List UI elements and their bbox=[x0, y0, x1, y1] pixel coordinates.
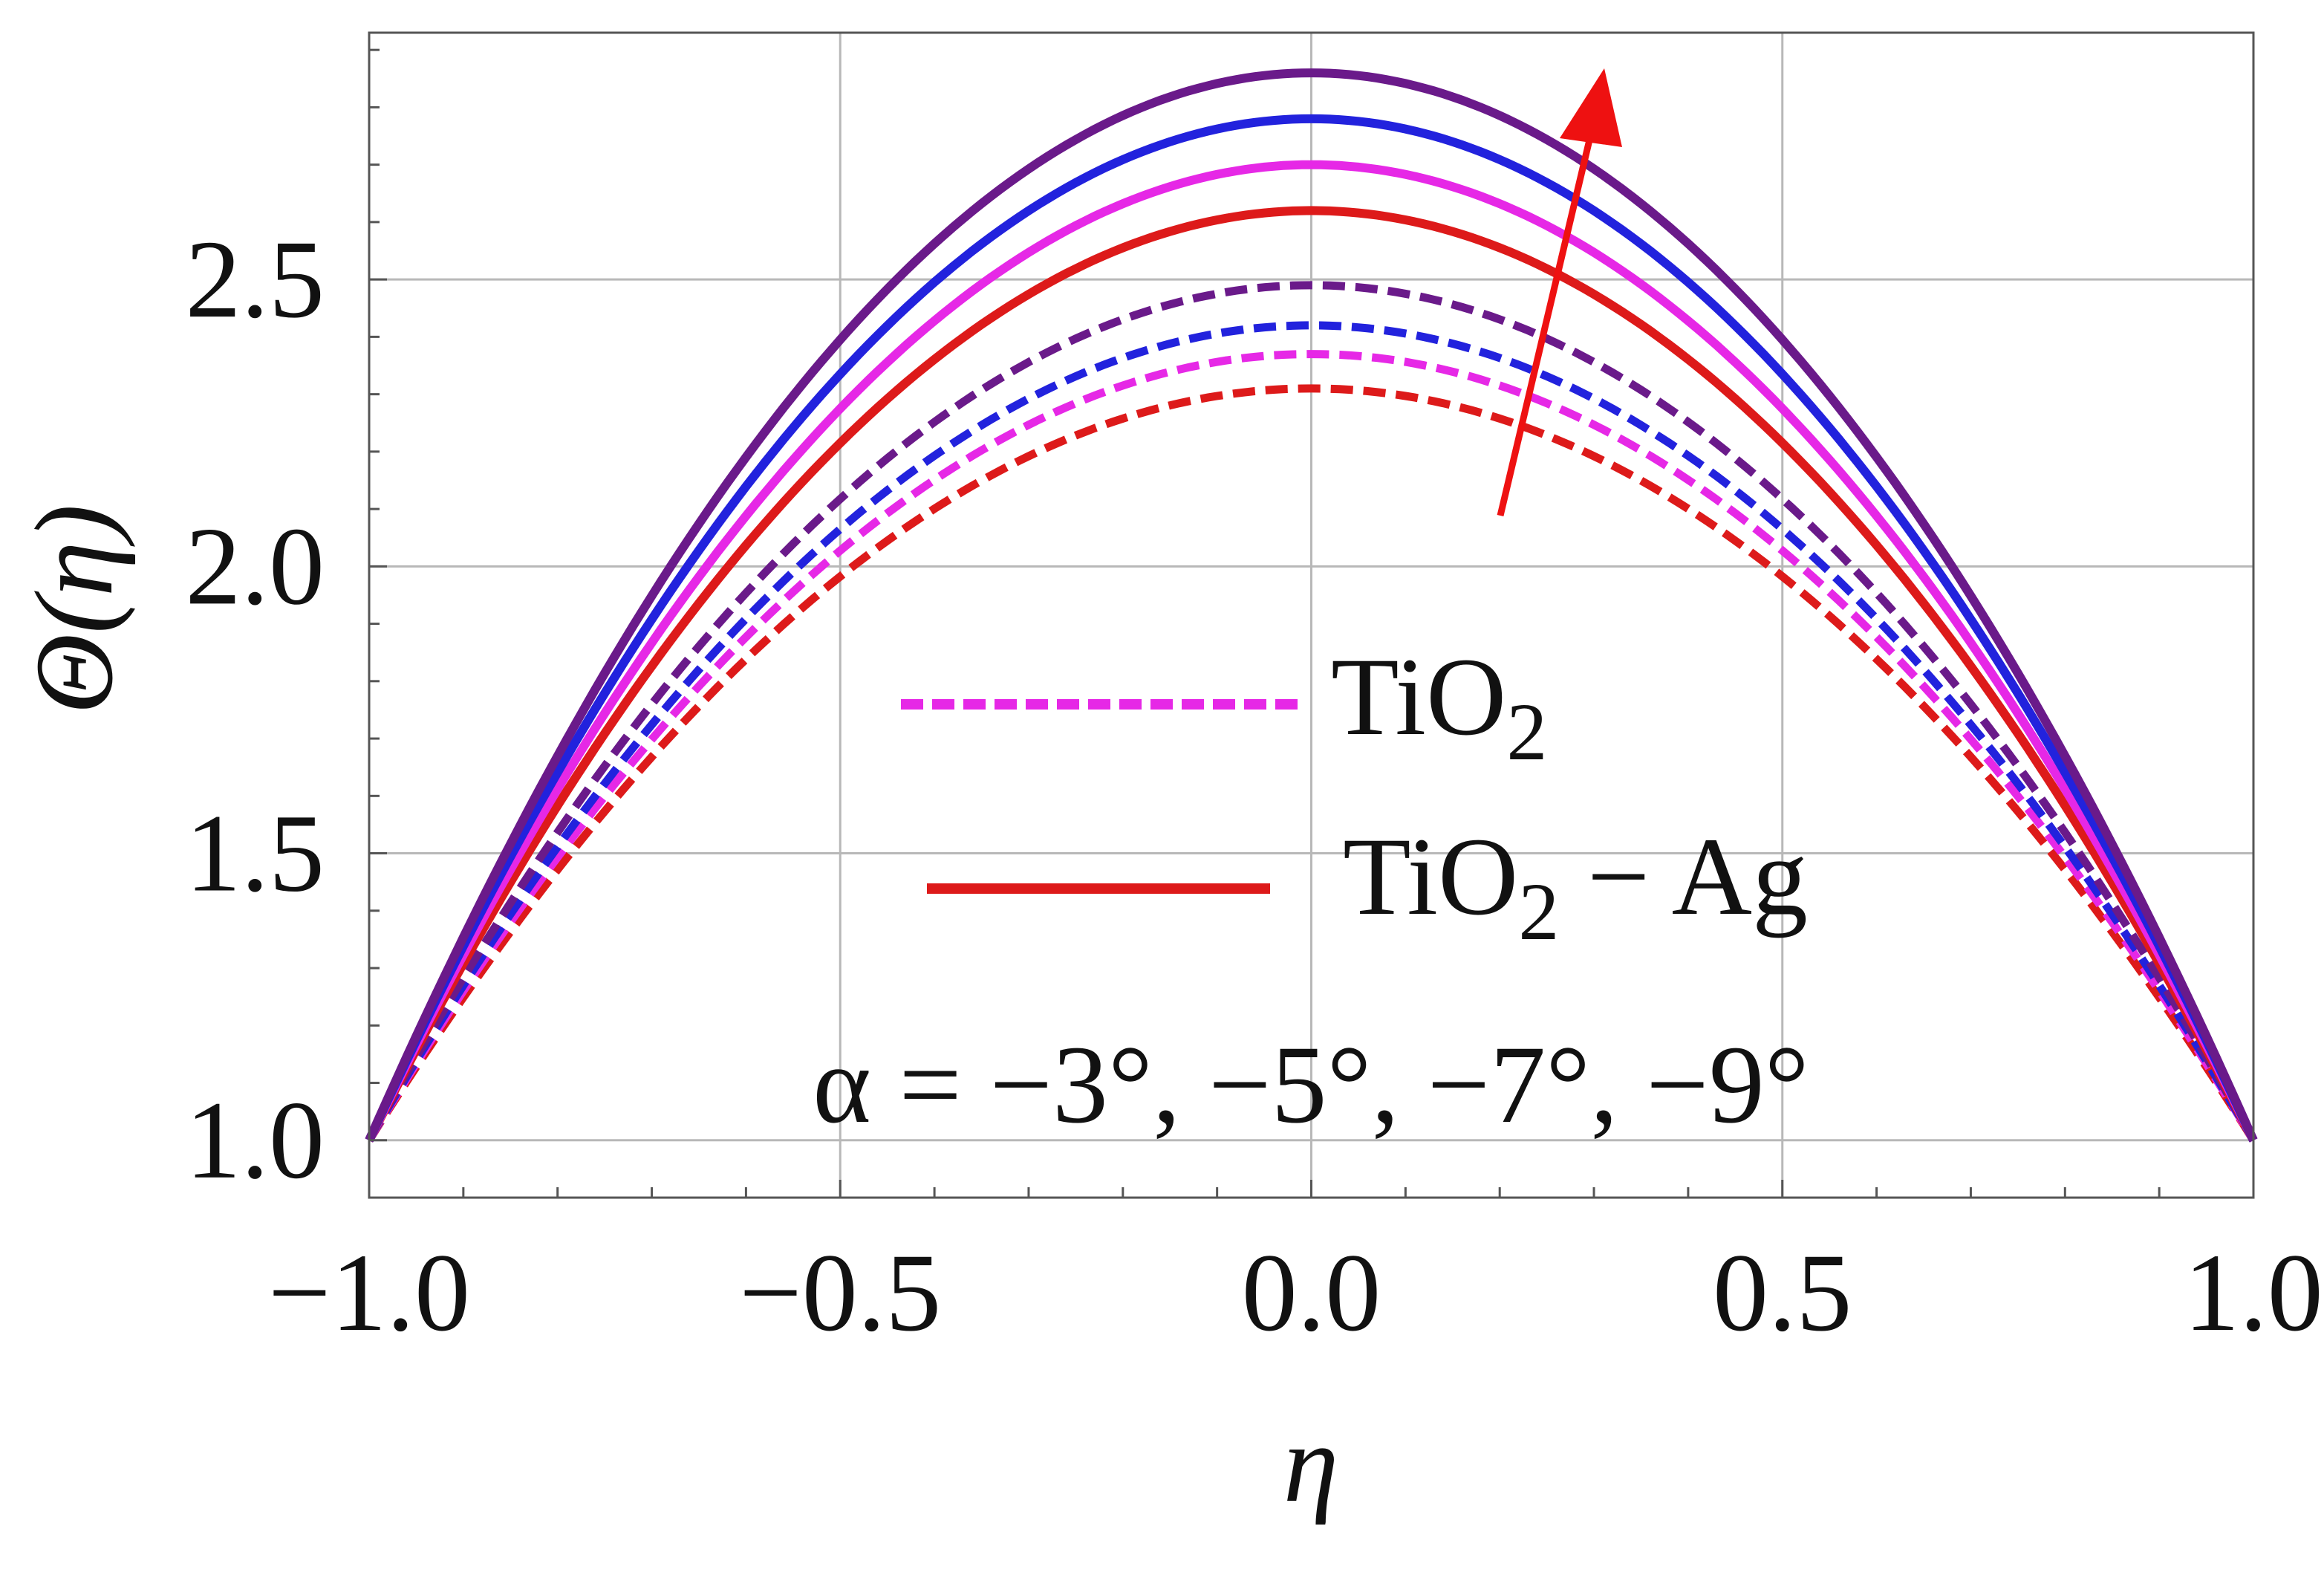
series-line bbox=[365, 321, 2257, 1143]
series-line bbox=[365, 384, 2257, 1143]
series-layer bbox=[365, 68, 2258, 1143]
series-line bbox=[365, 206, 2258, 1143]
series-line bbox=[365, 114, 2258, 1143]
arrow-head bbox=[1560, 68, 1622, 147]
y-tick-label: 2.5 bbox=[186, 218, 325, 341]
series-line bbox=[365, 160, 2258, 1143]
y-tick-label: 2.0 bbox=[186, 504, 325, 628]
y-axis-label: Θ(η) bbox=[13, 504, 136, 715]
x-axis-label: η bbox=[1283, 1402, 1338, 1525]
y-tick-label: 1.0 bbox=[186, 1079, 325, 1202]
x-tick-label: 1.0 bbox=[2184, 1231, 2323, 1354]
y-tick-label: 1.5 bbox=[186, 792, 325, 915]
x-tick-label: −1.0 bbox=[268, 1231, 470, 1354]
legend-label: TiO2 − Ag bbox=[1343, 815, 1808, 957]
axis-ticks: −1.0 −0.5 0.0 0.5 1.0 1.0 1.5 2.0 2.5 bbox=[186, 48, 2323, 1354]
arrow-shaft bbox=[1497, 132, 1595, 517]
series-line bbox=[365, 281, 2257, 1143]
legend-label: TiO2 bbox=[1331, 635, 1547, 777]
series-line bbox=[365, 350, 2257, 1143]
x-tick-label: 0.5 bbox=[1713, 1231, 1852, 1354]
alpha-annotation: α = −3°, −5°, −7°, −9° bbox=[813, 1023, 1809, 1146]
trend-arrow bbox=[1497, 68, 1622, 517]
x-tick-label: 0.0 bbox=[1242, 1231, 1381, 1354]
legend: TiO2 TiO2 − Ag bbox=[901, 635, 1808, 957]
series-line bbox=[365, 68, 2258, 1143]
x-tick-label: −0.5 bbox=[739, 1231, 941, 1354]
